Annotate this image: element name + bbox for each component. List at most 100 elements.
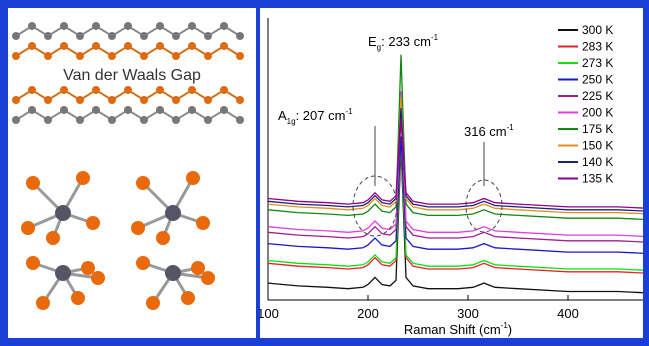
atom <box>236 32 244 40</box>
atom <box>60 106 68 114</box>
atom <box>204 96 212 104</box>
atom <box>71 291 85 305</box>
atom <box>204 116 212 124</box>
atom <box>140 52 148 60</box>
atom <box>156 22 164 30</box>
layer-top <box>16 26 240 56</box>
atom <box>12 116 20 124</box>
atom <box>21 221 35 235</box>
atom <box>76 52 84 60</box>
legend-label: 283 K <box>582 40 613 54</box>
atom <box>156 106 164 114</box>
gap-label: Van der Waals Gap <box>63 67 201 84</box>
atom <box>55 205 71 221</box>
atom <box>76 171 90 185</box>
atom <box>92 86 100 94</box>
atom <box>124 106 132 114</box>
atom <box>156 231 170 245</box>
atom <box>220 106 228 114</box>
annotation-sub: 1g <box>287 117 296 126</box>
atom <box>136 176 150 190</box>
atom <box>188 42 196 50</box>
atom <box>124 22 132 30</box>
atom <box>165 205 181 221</box>
atom <box>12 96 20 104</box>
atom <box>92 22 100 30</box>
structure-panel: Van der Waals Gap <box>8 8 256 338</box>
atom <box>76 116 84 124</box>
legend-label: 225 K <box>582 89 613 103</box>
atom <box>12 52 20 60</box>
atom <box>124 86 132 94</box>
atom <box>108 52 116 60</box>
atom <box>220 86 228 94</box>
atom <box>236 116 244 124</box>
legend-label: 250 K <box>582 73 613 87</box>
atom <box>28 22 36 30</box>
atom <box>92 106 100 114</box>
figure: Van der Waals Gap 100200300400Raman Shif… <box>0 0 649 346</box>
annotation-sup: -1 <box>431 33 439 42</box>
atom <box>81 261 95 275</box>
annotation-main: E <box>368 34 377 49</box>
atom <box>46 231 60 245</box>
atom <box>204 52 212 60</box>
atom <box>108 116 116 124</box>
atom <box>220 22 228 30</box>
annotation: A1g: 207 cm-1 <box>278 107 353 126</box>
x-axis-title-text: Raman Shift (cm <box>404 322 501 337</box>
atom <box>140 116 148 124</box>
atom <box>236 52 244 60</box>
atom <box>60 86 68 94</box>
atom <box>172 116 180 124</box>
legend-label: 140 K <box>582 155 613 169</box>
atom <box>108 32 116 40</box>
atom <box>236 96 244 104</box>
atom <box>86 216 100 230</box>
annotation-sup: -1 <box>345 107 353 116</box>
atom <box>44 32 52 40</box>
atom <box>44 116 52 124</box>
atom <box>146 296 160 310</box>
atom <box>140 32 148 40</box>
x-tick-label: 400 <box>557 306 579 321</box>
atom <box>108 96 116 104</box>
series-line <box>268 148 643 293</box>
x-axis-title: Raman Shift (cm-1) <box>404 321 512 337</box>
atom <box>28 86 36 94</box>
atom <box>12 32 20 40</box>
atom <box>188 106 196 114</box>
atom <box>28 106 36 114</box>
annotation-text: : 233 cm <box>381 34 431 49</box>
atom <box>220 42 228 50</box>
atom <box>131 221 145 235</box>
annotation: Eg: 233 cm-1 <box>368 33 439 52</box>
atom <box>136 256 150 270</box>
annotation-main: 316 cm <box>464 124 507 139</box>
atom <box>156 86 164 94</box>
legend-label: 300 K <box>582 23 613 37</box>
atom <box>172 32 180 40</box>
atom <box>172 96 180 104</box>
atom <box>60 22 68 30</box>
atom <box>140 96 148 104</box>
atom <box>26 176 40 190</box>
x-tick-label: 300 <box>457 306 479 321</box>
atom <box>44 96 52 104</box>
atom <box>188 86 196 94</box>
x-tick-label: 100 <box>260 306 279 321</box>
atom <box>124 42 132 50</box>
legend-label: 150 K <box>582 139 613 153</box>
atom <box>188 22 196 30</box>
atom <box>55 265 71 281</box>
atom <box>60 42 68 50</box>
atom <box>26 256 40 270</box>
atom <box>196 216 210 230</box>
atom <box>92 42 100 50</box>
atom <box>91 271 105 285</box>
atoms <box>12 22 244 310</box>
annotation-text: : 207 cm <box>296 108 346 123</box>
atom <box>201 271 215 285</box>
atom <box>76 32 84 40</box>
